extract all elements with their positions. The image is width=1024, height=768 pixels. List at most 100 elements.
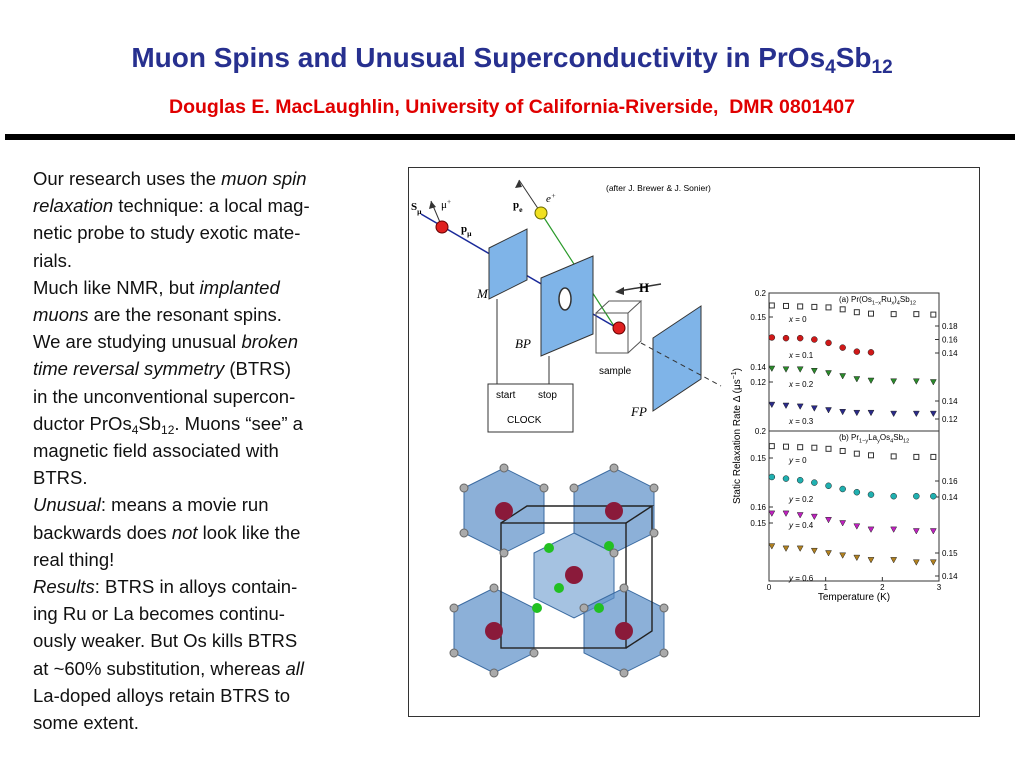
text-run: μ <box>417 207 422 216</box>
text-run: = 0.2 <box>793 380 814 389</box>
text-run: 12 <box>871 57 893 78</box>
text-run: Ru <box>881 295 891 304</box>
diagram-label: pμ <box>461 223 472 238</box>
data-point <box>867 409 875 417</box>
data-point <box>890 378 898 385</box>
data-point <box>839 373 847 380</box>
text-run: . Muons “see” a <box>174 412 303 434</box>
text-run: implanted <box>199 276 280 298</box>
data-point <box>853 450 860 457</box>
text-run: broken <box>241 331 299 353</box>
text-run: 12 <box>903 439 909 445</box>
y2-tick-label: 0.18 <box>942 322 958 331</box>
data-point <box>912 378 920 385</box>
text-run: Sb <box>138 412 162 434</box>
data-point <box>783 302 789 309</box>
text-run: = 0.3 <box>793 417 814 426</box>
text-run: ) <box>894 295 897 304</box>
series-label: y = 0.2 <box>788 495 814 504</box>
data-point <box>839 485 846 493</box>
text-line: backwards does not look like the <box>33 519 393 546</box>
data-point <box>930 311 937 318</box>
text-run: = 0 <box>793 456 807 465</box>
data-point <box>868 310 874 317</box>
data-point <box>768 473 776 481</box>
data-point <box>929 559 937 566</box>
text-run: We are studying unusual <box>33 331 242 353</box>
data-point <box>890 492 897 500</box>
data-point <box>811 444 818 451</box>
text-run: all <box>285 657 304 679</box>
text-run: e <box>546 193 551 205</box>
y-tick-label: 0.2 <box>755 289 767 298</box>
diagram-label: e+ <box>546 191 556 205</box>
text-run: Much like NMR, but <box>33 276 200 298</box>
text-run: ously weaker. But Os kills BTRS <box>33 630 298 652</box>
text-run: La-doped alloys retain BTRS to <box>33 684 291 706</box>
diagram-label: pe <box>513 199 523 214</box>
data-point <box>796 366 804 373</box>
text-run: : BTRS in alloys contain- <box>94 576 298 598</box>
y-tick-label: 0.12 <box>750 378 766 387</box>
data-point <box>913 311 920 318</box>
figure-canvas: (after J. Brewer & J. Sonier)Sμμ+pμpee+M… <box>411 179 958 678</box>
diagram <box>420 179 722 433</box>
text-run: Muon Spins and Unusual Superconductivity… <box>131 42 826 73</box>
slide-title: Muon Spins and Unusual Superconductivity… <box>0 42 1024 77</box>
data-point <box>867 526 875 533</box>
arrowhead <box>429 201 436 209</box>
data-point <box>839 344 846 351</box>
data-point <box>853 348 861 355</box>
data-point <box>782 545 790 552</box>
data-point <box>912 528 920 535</box>
divider <box>5 134 1015 140</box>
data-point <box>796 334 804 342</box>
text-run: 4 <box>897 301 900 307</box>
text-run: 12 <box>910 301 916 307</box>
text-run: p <box>513 199 519 211</box>
text-line: real thing! <box>33 546 393 573</box>
text-run: some extent. <box>33 712 139 734</box>
series-label: x = 0 <box>788 315 807 324</box>
aperture <box>558 287 572 311</box>
text-run: Sb <box>835 42 872 73</box>
data-point <box>782 510 790 517</box>
data-point <box>811 336 818 343</box>
text-run: relaxation <box>33 195 114 217</box>
text-run: e <box>519 205 523 214</box>
text-run: y <box>788 495 794 504</box>
text-run: μ <box>441 199 447 211</box>
data-point <box>768 334 776 341</box>
data-point <box>853 309 860 316</box>
data-point <box>867 491 875 498</box>
text-run: Static Relaxation Rate Δ (μs <box>732 379 743 504</box>
data-point <box>839 447 846 454</box>
text-run: 4 <box>890 439 893 445</box>
data-point <box>782 366 790 373</box>
data-point <box>853 376 861 383</box>
text-run: in the unconventional supercon- <box>33 385 296 407</box>
text-line: Much like NMR, but implanted <box>33 274 393 301</box>
data-point <box>825 304 832 311</box>
text-run: y <box>788 521 794 530</box>
text-run: μ <box>467 229 472 238</box>
body-text: Our research uses the muon spin relaxatio… <box>33 165 393 736</box>
byline: Douglas E. MacLaughlin, University of Ca… <box>169 96 855 118</box>
y-tick-label: 0.2 <box>755 427 767 436</box>
y-tick-label: 0.14 <box>750 363 766 372</box>
data-point <box>768 401 776 409</box>
text-run: = 0.1 <box>793 351 814 360</box>
text-run: not <box>171 521 198 543</box>
text-line: some extent. <box>33 709 393 736</box>
text-line: We are studying unusual broken <box>33 328 393 355</box>
text-line: ously weaker. But Os kills BTRS <box>33 627 393 654</box>
x-axis-label: Temperature (K) <box>818 592 890 603</box>
text-run: at ~60% substitution, whereas <box>33 657 286 679</box>
text-run: Our research uses the <box>33 168 222 189</box>
text-line: BTRS. <box>33 464 393 491</box>
text-run: x <box>788 417 794 426</box>
text-line: Results: BTRS in alloys contain- <box>33 573 393 600</box>
diagram-label: sample <box>599 366 632 377</box>
text-run: Results <box>33 576 95 598</box>
data-point <box>867 349 875 356</box>
